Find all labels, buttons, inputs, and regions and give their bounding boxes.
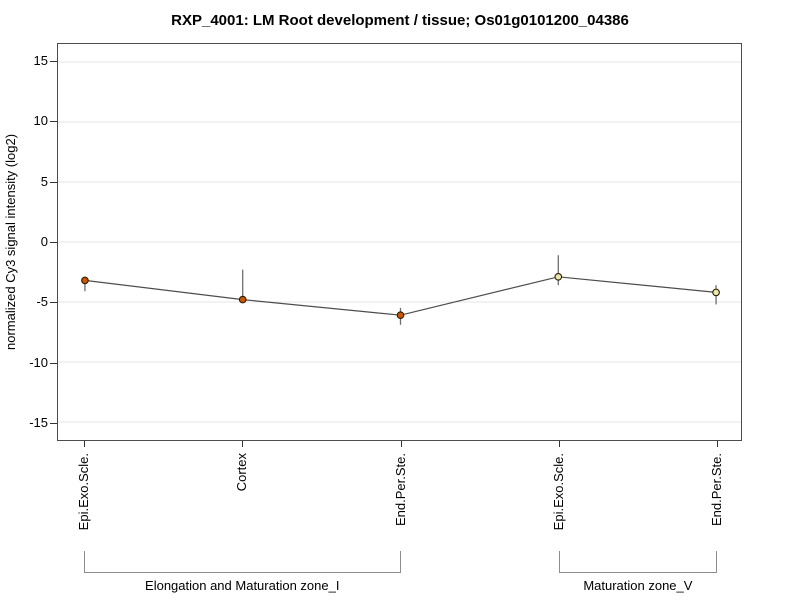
y-tick-mark — [50, 422, 57, 424]
y-tick-mark — [50, 242, 57, 243]
data-point — [81, 276, 89, 285]
y-tick-label: -10 — [29, 354, 48, 370]
data-point — [554, 272, 563, 281]
x-tick-mark — [558, 441, 560, 447]
data-point — [238, 295, 247, 304]
y-tick-mark — [50, 61, 57, 63]
group-bracket — [84, 551, 401, 573]
y-tick-label: -15 — [29, 414, 48, 430]
x-category-label: Epi.Exo.Scle. — [76, 453, 91, 531]
y-tick-label: 10 — [33, 113, 48, 129]
y-tick-mark — [50, 181, 57, 183]
x-category-label: End.Per.Ste. — [709, 453, 724, 526]
x-tick-mark — [84, 441, 85, 447]
data-point — [712, 288, 720, 297]
x-category-label: End.Per.Ste. — [392, 453, 408, 526]
x-category-label: Epi.Exo.Scle. — [550, 453, 566, 531]
y-tick-label: -5 — [36, 294, 48, 310]
y-tick-label: 0 — [40, 234, 48, 249]
group-label: Elongation and Maturation zone_I — [145, 578, 340, 593]
chart-title: RXP_4001: LM Root development / tissue; … — [171, 12, 629, 29]
plot-area — [57, 43, 742, 441]
chart-canvas — [58, 61, 741, 423]
x-category-label: Cortex — [234, 453, 250, 492]
x-tick-mark — [717, 441, 718, 447]
x-tick-mark — [400, 441, 402, 447]
y-tick-mark — [50, 302, 57, 304]
group-label: Maturation zone_V — [583, 578, 693, 593]
y-tick-label: 15 — [33, 53, 48, 69]
group-bracket — [558, 551, 717, 573]
data-point — [396, 311, 405, 320]
x-tick-mark — [242, 441, 244, 447]
y-tick-mark — [50, 121, 57, 123]
y-tick-label: 5 — [40, 173, 48, 189]
y-tick-mark — [50, 362, 57, 364]
